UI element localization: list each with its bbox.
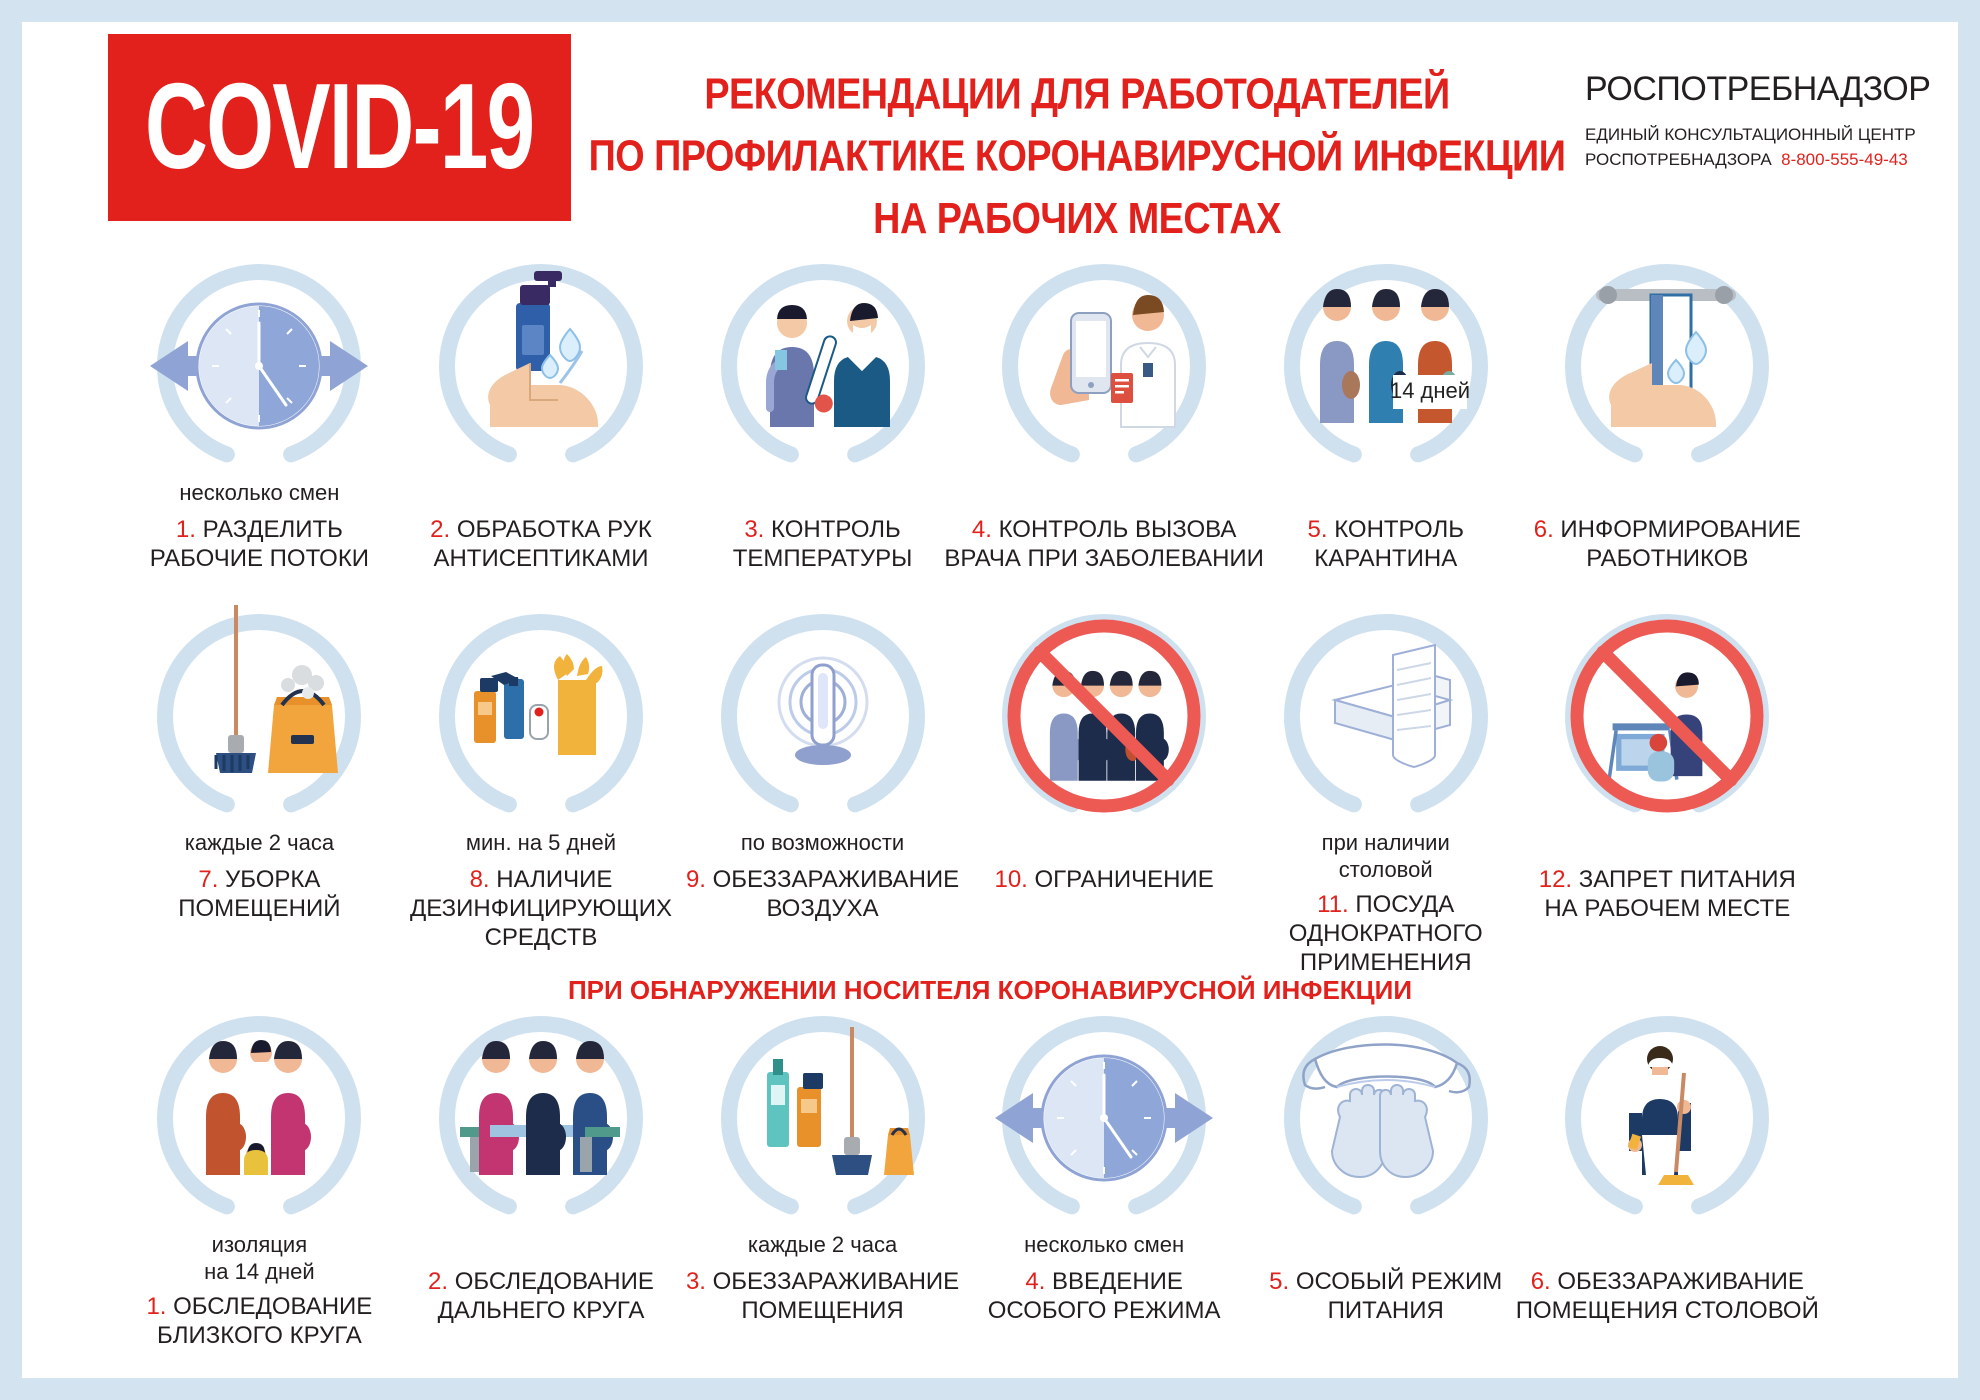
svg-text:14 дней: 14 дней xyxy=(1390,378,1470,403)
